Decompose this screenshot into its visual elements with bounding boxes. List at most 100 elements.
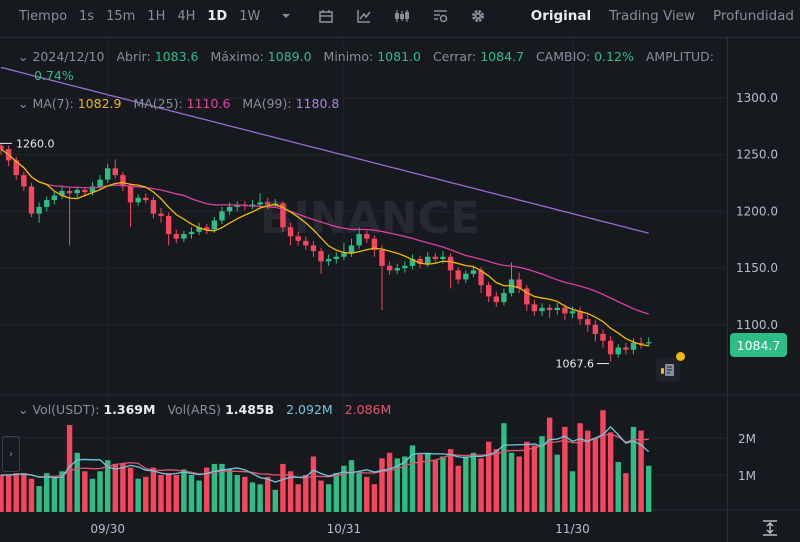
interval-1w[interactable]: 1W [239, 8, 261, 24]
collapse-chevron-icon[interactable]: ⌄ [18, 402, 29, 417]
candle-body [66, 190, 73, 194]
amplitude-value: 0.74% [34, 68, 74, 83]
candle-body [196, 227, 202, 232]
volume-bar [226, 469, 233, 512]
view-depth[interactable]: Profundidad [712, 8, 794, 24]
volume-bar [188, 475, 195, 512]
time-label: Tiempo [19, 8, 68, 24]
price-axis-divider [727, 38, 728, 542]
volume-bar [402, 456, 408, 512]
interval-1h[interactable]: 1H [147, 8, 166, 24]
close-label: Cerrar: [432, 49, 477, 64]
ma25-value: 1110.6 [186, 96, 231, 111]
volume-bar [546, 417, 553, 512]
volume-bar [638, 430, 644, 512]
volume-bar [432, 460, 439, 512]
vol-usdt-label: Vol(USDT): [32, 402, 100, 417]
y-tick-label: 1300.0 [736, 91, 778, 105]
volume-bar [97, 471, 103, 512]
candle-body [44, 200, 50, 207]
y-tick-label: 1150.0 [736, 261, 778, 275]
change-label: CAMBIO: [535, 49, 591, 64]
y-tick-label: 1200.0 [736, 204, 778, 218]
candle-body [493, 296, 499, 303]
candle-body [630, 342, 637, 350]
candle-body [59, 190, 65, 196]
view-original[interactable]: Original [530, 8, 592, 24]
volume-bar [485, 441, 492, 512]
volume-bar [66, 425, 73, 512]
candle-body [531, 304, 538, 312]
toolbar: Tiempo 1s 15m 1H 4H 1D 1W Original Tradi… [0, 0, 800, 32]
candle-body [165, 215, 172, 235]
candle-body [425, 256, 431, 264]
volume-bar [234, 475, 240, 512]
volume-bar [44, 473, 50, 512]
volume-bar [600, 410, 606, 512]
candle-body [295, 236, 301, 241]
candle-body [478, 270, 484, 286]
interval-1s[interactable]: 1s [79, 8, 95, 24]
view-trading-view[interactable]: Trading View [609, 8, 695, 24]
volume-bar [508, 452, 515, 512]
volume-tick-label: 2M [738, 432, 756, 446]
volume-bar [531, 445, 538, 512]
candle-body [356, 234, 362, 246]
volume-bar [455, 465, 461, 512]
volume-bar [379, 458, 385, 512]
candle-body [600, 333, 606, 341]
volume-bar [13, 473, 19, 512]
chart-indicator-icon[interactable] [356, 8, 372, 24]
interval-15m[interactable]: 15m [106, 8, 136, 24]
toolbar-divider [0, 37, 800, 38]
candle-body [150, 200, 157, 214]
collapse-chevron-icon[interactable]: ⌄ [18, 96, 29, 111]
candle-body [74, 189, 80, 194]
candle-body [432, 256, 439, 260]
gear-icon[interactable] [470, 8, 486, 24]
x-tick-label: 09/30 [90, 522, 125, 536]
candle-body [585, 319, 591, 325]
candle-body [325, 259, 332, 262]
candle-body [127, 186, 134, 203]
candlestick-type-icon[interactable] [394, 8, 410, 24]
volume-bar [112, 463, 118, 512]
candle-body [394, 268, 400, 271]
volume-bar [333, 473, 339, 512]
candle-body [234, 204, 240, 207]
volume-bar [120, 463, 126, 512]
volume-bar [74, 452, 80, 512]
candle-body [470, 270, 477, 274]
change-value: 0.12% [594, 49, 634, 64]
candle-body [188, 231, 195, 235]
vol-ma1-value: 2.092M [286, 402, 333, 417]
interval-1d[interactable]: 1D [207, 8, 228, 24]
volume-ma1-line [1, 425, 650, 483]
volume-bar [607, 432, 614, 512]
candle-body [89, 186, 96, 193]
volume-bar [211, 463, 218, 512]
candle-body [577, 311, 583, 320]
volume-bar [204, 467, 210, 512]
notes-button[interactable] [656, 358, 680, 382]
interval-4h[interactable]: 4H [177, 8, 196, 24]
volume-bar [325, 484, 332, 512]
price-chart[interactable]: 1100.0 1150.0 1200.0 1250.0 1300.0 2M 1M 09/30 1… [0, 38, 800, 542]
candle-body [379, 249, 385, 266]
calendar-icon[interactable] [318, 8, 334, 24]
note-icon [661, 364, 674, 376]
volume-bar [0, 475, 4, 512]
volume-legend: ⌄ Vol(USDT): 1.369M Vol(ARS) 1.485B 2.09… [18, 402, 399, 417]
candle-body [440, 256, 446, 260]
candle-body [615, 347, 621, 355]
candle-body [592, 324, 599, 334]
expand-panel-button[interactable]: › [2, 436, 20, 472]
collapse-chevron-icon[interactable]: ⌄ [18, 49, 29, 64]
candle-body [28, 186, 35, 214]
filter-settings-icon[interactable] [432, 8, 448, 24]
chevron-down-icon[interactable] [278, 8, 294, 24]
candle-body [303, 240, 309, 246]
candle-body [219, 211, 225, 221]
candle-body [36, 206, 42, 214]
auto-scale-button[interactable] [761, 519, 779, 537]
